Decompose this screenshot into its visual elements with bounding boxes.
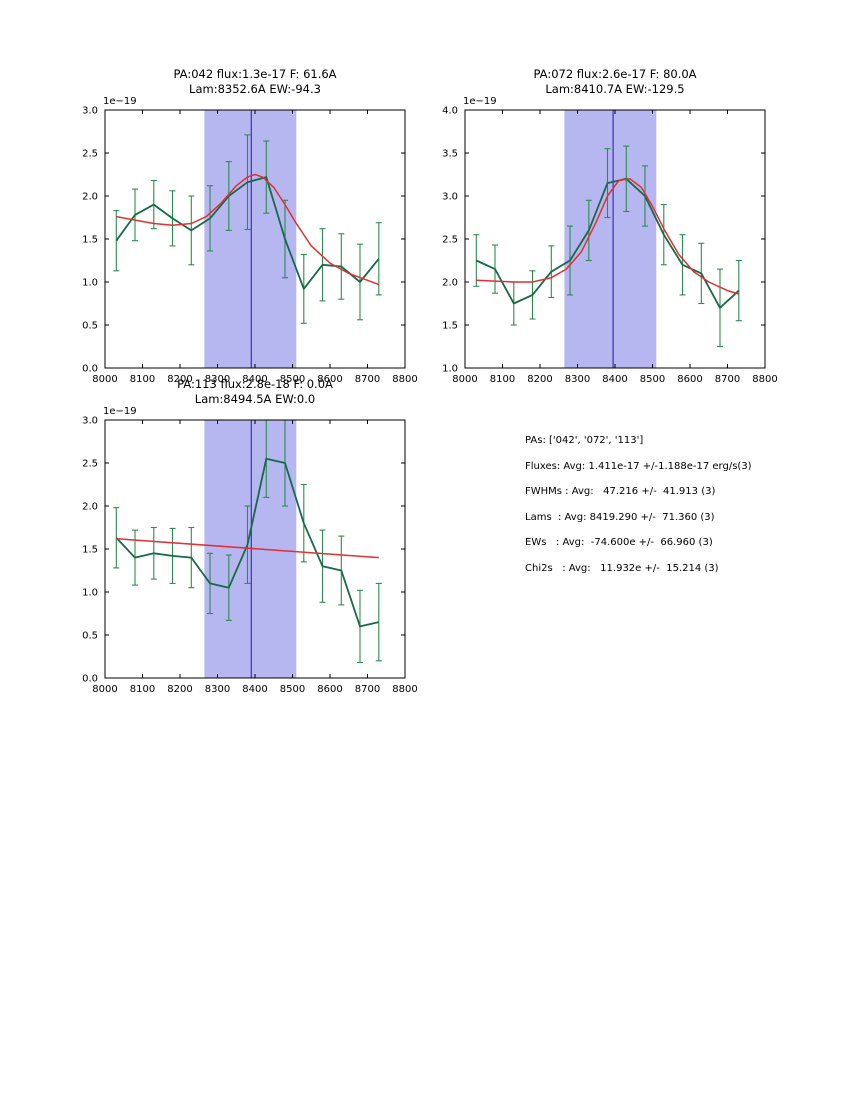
svg-text:1.5: 1.5 [442, 321, 458, 332]
subplot-pa042: PA:042 flux:1.3e-17 F: 61.6A Lam:8352.6A… [55, 66, 420, 396]
svg-text:8100: 8100 [130, 374, 155, 385]
svg-text:8000: 8000 [92, 684, 117, 695]
svg-text:8000: 8000 [92, 374, 117, 385]
summary-line-fluxes: Fluxes: Avg: 1.411e-17 +/-1.188e-17 erg/… [525, 460, 752, 472]
svg-text:8300: 8300 [205, 374, 230, 385]
summary-line-ews: EWs : Avg: -74.600e +/- 66.960 (3) [525, 537, 713, 549]
svg-text:0.0: 0.0 [82, 364, 98, 375]
summary-text-block: PAs: ['042', '072', '113'] Fluxes: Avg: … [525, 428, 752, 582]
svg-text:0.0: 0.0 [82, 674, 98, 685]
svg-text:8600: 8600 [317, 684, 342, 695]
plot-svg: 8000 8100 8200 8300 8400 8500 8600 8700 8800 1.0 1… [442, 106, 778, 386]
subplot-title-line2: Lam:8352.6A EW:-94.3 [189, 82, 321, 96]
summary-line-pas: PAs: ['042', '072', '113'] [525, 435, 644, 446]
svg-text:8300: 8300 [205, 684, 230, 695]
svg-text:8200: 8200 [167, 684, 192, 695]
svg-text:1.5: 1.5 [82, 545, 98, 556]
svg-text:1.5: 1.5 [82, 235, 98, 246]
svg-text:8100: 8100 [490, 374, 515, 385]
svg-text:8800: 8800 [752, 374, 777, 385]
subplot-pa113: PA:113 flux:2.8e-18 F: 0.0A Lam:8494.5A … [55, 376, 420, 706]
svg-text:8600: 8600 [677, 374, 702, 385]
svg-text:2.0: 2.0 [82, 192, 98, 203]
svg-text:8800: 8800 [392, 684, 417, 695]
svg-text:4.0: 4.0 [442, 106, 458, 117]
y-axis-scale-label: 1e−19 [463, 96, 497, 107]
y-axis-scale-label: 1e−19 [103, 96, 137, 107]
svg-text:2.0: 2.0 [82, 502, 98, 513]
svg-text:2.5: 2.5 [442, 235, 458, 246]
subplot-title-line1: PA:113 flux:2.8e-18 F: 0.0A [177, 377, 333, 391]
svg-text:8200: 8200 [167, 374, 192, 385]
subplot-title-line2: Lam:8410.7A EW:-129.5 [545, 82, 685, 96]
svg-text:3.0: 3.0 [442, 192, 458, 203]
svg-text:0.5: 0.5 [82, 321, 98, 332]
svg-text:8800: 8800 [392, 374, 417, 385]
svg-text:8200: 8200 [527, 374, 552, 385]
svg-text:3.0: 3.0 [82, 416, 98, 427]
subplot-title-line2: Lam:8494.5A EW:0.0 [194, 392, 316, 406]
svg-text:8600: 8600 [317, 374, 342, 385]
svg-text:2.5: 2.5 [82, 459, 98, 470]
svg-text:2.5: 2.5 [82, 149, 98, 160]
svg-text:8000: 8000 [452, 374, 477, 385]
svg-text:8300: 8300 [565, 374, 590, 385]
svg-text:3.5: 3.5 [442, 149, 458, 160]
svg-text:8700: 8700 [715, 374, 740, 385]
y-axis-scale-label: 1e−19 [103, 406, 137, 417]
svg-text:8500: 8500 [640, 374, 665, 385]
summary-line-chi2s: Chi2s : Avg: 11.932e +/- 15.214 (3) [525, 562, 719, 574]
subplot-title-line1: PA:042 flux:1.3e-17 F: 61.6A [173, 67, 337, 81]
subplot-title-line1: PA:072 flux:2.6e-17 F: 80.0A [533, 67, 697, 81]
svg-text:2.0: 2.0 [442, 278, 458, 289]
svg-text:0.5: 0.5 [82, 631, 98, 642]
svg-text:1.0: 1.0 [82, 278, 98, 289]
svg-text:1.0: 1.0 [82, 588, 98, 599]
svg-text:1.0: 1.0 [442, 364, 458, 375]
svg-text:8100: 8100 [130, 684, 155, 695]
svg-text:8400: 8400 [602, 374, 627, 385]
summary-line-fwhms: FWHMs : Avg: 47.216 +/- 41.913 (3) [525, 486, 716, 498]
svg-text:3.0: 3.0 [82, 106, 98, 117]
svg-text:8500: 8500 [280, 684, 305, 695]
svg-text:8500: 8500 [280, 374, 305, 385]
subplot-pa072: PA:072 flux:2.6e-17 F: 80.0A Lam:8410.7A… [415, 66, 780, 396]
plot-svg: 8000 8100 8200 8300 8400 8500 8600 8700 8800 0.0 0… [82, 106, 418, 386]
svg-text:8400: 8400 [242, 374, 267, 385]
svg-text:8700: 8700 [355, 374, 380, 385]
summary-line-lams: Lams : Avg: 8419.290 +/- 71.360 (3) [525, 511, 715, 523]
plot-svg: 8000 8100 8200 8300 8400 8500 8600 8700 8800 0.0 0… [82, 416, 418, 696]
svg-text:8400: 8400 [242, 684, 267, 695]
svg-text:8700: 8700 [355, 684, 380, 695]
